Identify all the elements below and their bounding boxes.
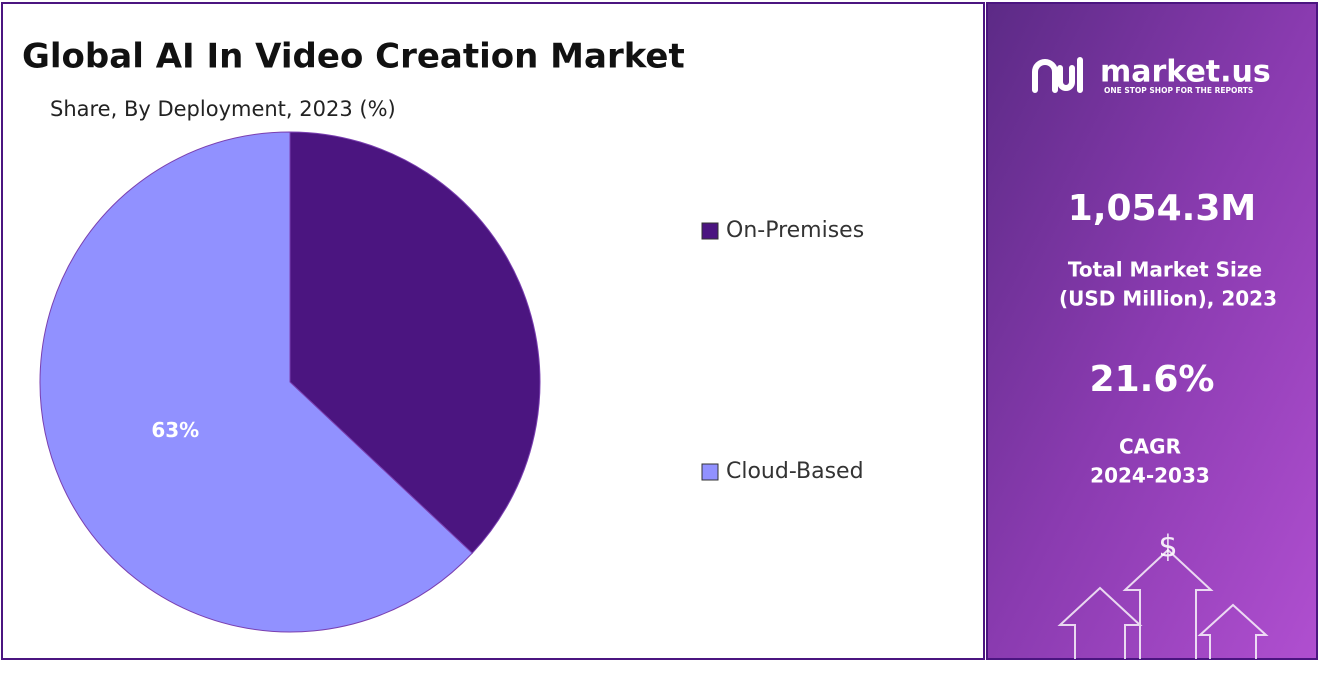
market-size-label: (USD Million), 2023	[1059, 287, 1277, 311]
logo-icon	[1032, 57, 1083, 93]
pie-slice	[39, 131, 473, 633]
data-label: 63%	[151, 418, 199, 442]
market-size-label: Total Market Size	[1068, 258, 1262, 282]
chart-title: Global AI In Video Creation Market	[22, 37, 685, 77]
legend-swatch	[701, 222, 719, 240]
legend-label: Cloud-Based	[726, 459, 864, 484]
cagr-value: 21.6%	[1090, 359, 1215, 400]
side-panel	[986, 2, 1318, 660]
legend: On-Premises Cloud-Based	[701, 218, 864, 484]
cagr-period: 2024-2033	[1090, 464, 1210, 488]
legend-swatch	[701, 463, 719, 481]
cagr-label: CAGR	[1119, 435, 1181, 459]
market-size: 1,054.3M	[1068, 188, 1256, 229]
decor-arrows	[1057, 548, 1269, 659]
pie: 63%	[39, 131, 541, 633]
legend-label: On-Premises	[726, 218, 864, 243]
logo-text: market.us	[1100, 55, 1271, 90]
dollar-icon: $	[1158, 530, 1177, 565]
pie-slice	[289, 131, 541, 554]
chart-subtitle: Share, By Deployment, 2023 (%)	[50, 97, 396, 121]
logo-tagline: ONE STOP SHOP FOR THE REPORTS	[1104, 86, 1253, 95]
